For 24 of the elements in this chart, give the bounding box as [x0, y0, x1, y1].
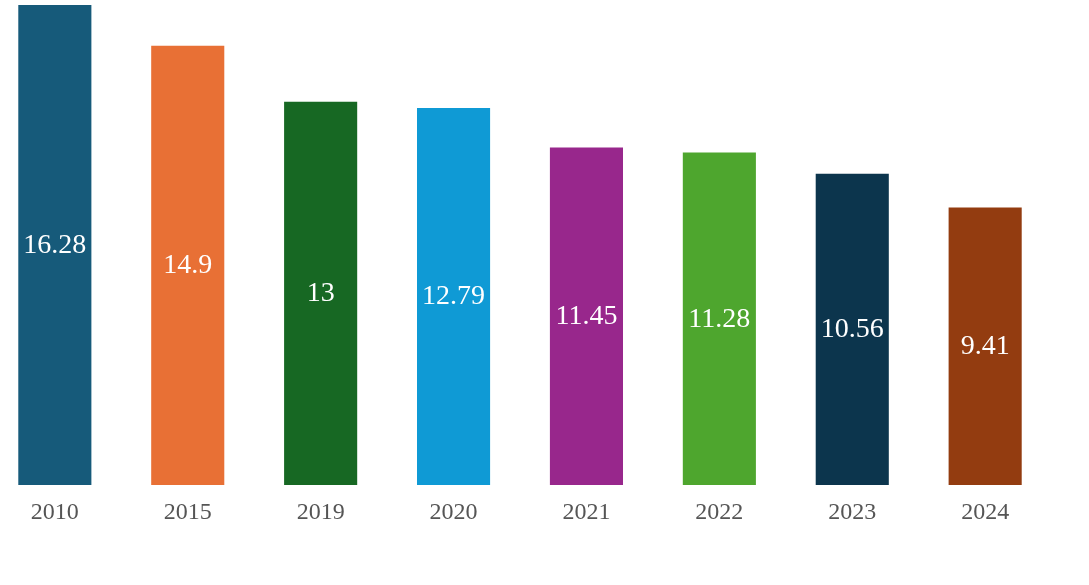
x-tick-label: 2023 [828, 497, 877, 524]
x-tick-label: 2019 [296, 497, 345, 524]
x-tick-label: 2021 [562, 497, 611, 524]
x-tick-label: 2010 [30, 497, 79, 524]
bar [549, 147, 623, 485]
data-label: 11.45 [555, 299, 618, 331]
bar [284, 101, 358, 485]
data-label: 9.41 [960, 329, 1010, 361]
bar [682, 152, 756, 485]
bar [948, 207, 1022, 485]
x-tick-label: 2015 [163, 497, 212, 524]
data-label: 11.28 [688, 301, 751, 333]
bar [417, 107, 491, 485]
data-label: 16.28 [23, 228, 87, 259]
x-tick-label: 2022 [695, 497, 744, 524]
bar [18, 5, 92, 485]
x-tick-label: 2024 [961, 497, 1010, 524]
data-label: 14.9 [163, 248, 213, 280]
data-label: 10.56 [820, 312, 884, 344]
data-label: 13 [306, 276, 335, 308]
bar [815, 173, 889, 485]
x-tick-label: 2020 [429, 497, 478, 524]
data-label: 12.79 [422, 279, 486, 311]
bar [151, 45, 225, 485]
